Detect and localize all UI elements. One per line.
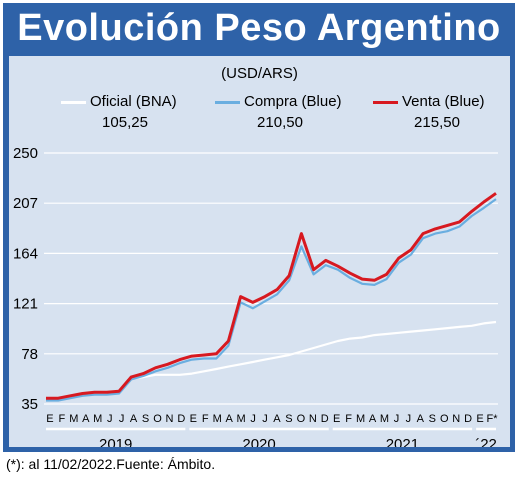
x-tick-label: J [119,413,125,425]
x-tick-label: D [177,413,185,425]
x-tick-label: O [153,413,162,425]
x-tick-label: N [452,413,460,425]
legend-item-compra: Compra (Blue) [215,93,342,110]
x-tick-label: S [285,413,292,425]
x-tick-label: M [213,413,222,425]
x-tick-label: J [250,413,256,425]
series-line-2 [46,192,497,400]
legend-value-compra: 210,50 [257,114,303,131]
year-label: 2020 [242,436,275,447]
x-tick-label: S [142,413,149,425]
x-tick-label: F [202,413,209,425]
legend-item-venta: Venta (Blue) [373,93,485,110]
legend-swatch-venta [373,100,398,104]
x-tick-label: A [82,413,90,425]
y-tick-label: 121 [13,296,38,313]
footnote: (*): al 11/02/2022.Fuente: Ámbito. [6,456,216,472]
x-tick-label: F [345,413,352,425]
x-tick-label: M [380,413,389,425]
legend-swatch-compra [215,100,240,104]
legend-value-oficial: 105,25 [102,114,148,131]
x-tick-label: M [69,413,78,425]
legend-item-oficial: Oficial (BNA) [61,93,177,110]
x-tick-label: F [59,413,66,425]
x-tick-label: A [273,413,281,425]
x-tick-label: D [464,413,472,425]
x-tick-label: E [476,413,483,425]
chart-panel: (USD/ARS) Oficial (BNA) 105,25 Compra (B… [9,56,510,447]
series-line-0 [45,320,497,402]
x-tick-label: N [309,413,317,425]
year-label: ´22 [475,436,497,447]
x-tick-label: J [107,413,113,425]
y-tick-label: 207 [13,195,38,212]
x-tick-label: O [440,413,449,425]
x-tick-label: J [406,413,412,425]
x-tick-label: E [46,413,53,425]
legend-value-venta: 215,50 [414,114,460,131]
legend-label-compra: Compra (Blue) [244,93,342,110]
x-tick-label: A [417,413,425,425]
year-label: 2019 [99,436,132,447]
legend-swatch-oficial [61,100,86,104]
legend-label-oficial: Oficial (BNA) [90,93,177,110]
x-tick-label: J [394,413,400,425]
x-tick-label: M [237,413,246,425]
x-tick-label: N [165,413,173,425]
x-tick-label: A [369,413,377,425]
x-tick-label: J [262,413,268,425]
y-tick-label: 78 [21,346,38,363]
x-tick-label: O [297,413,306,425]
x-tick-label: M [356,413,365,425]
chart-title: Evolución Peso Argentino [17,7,501,49]
year-label: 2021 [386,436,419,447]
x-tick-label: E [190,413,197,425]
y-tick-label: 250 [13,145,38,162]
x-tick-label: M [93,413,102,425]
legend-label-venta: Venta (Blue) [402,93,485,110]
x-tick-label: E [333,413,340,425]
x-tick-label: D [321,413,329,425]
unit-label: (USD/ARS) [221,65,298,82]
x-tick-label: F* [487,413,499,425]
y-tick-label: 35 [21,396,38,413]
chart-frame: Evolución Peso Argentino (USD/ARS) Ofici… [3,3,515,452]
x-tick-label: A [130,413,138,425]
x-tick-label: S [429,413,436,425]
series-line-1 [46,198,497,402]
x-tick-label: A [226,413,234,425]
y-tick-label: 164 [13,245,38,262]
